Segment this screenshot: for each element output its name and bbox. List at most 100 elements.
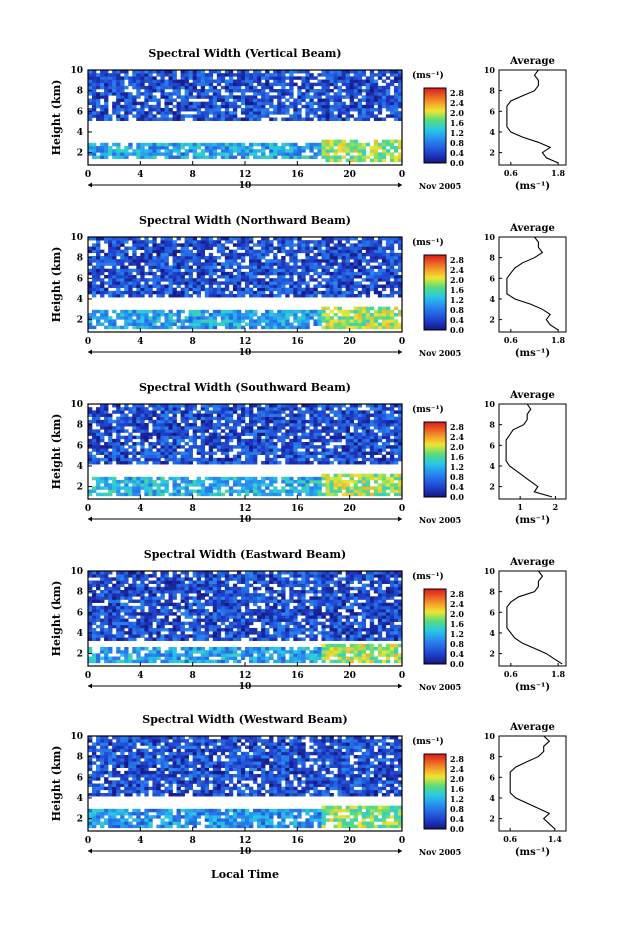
heatmap-cell [224, 313, 230, 317]
heatmap-cell [269, 407, 274, 411]
heatmap-cell [196, 104, 202, 109]
heatmap-cell [232, 419, 238, 424]
heatmap-cell [100, 70, 105, 74]
heatmap-cell [172, 76, 177, 80]
heatmap-cell [92, 445, 97, 449]
heatmap-cell [301, 85, 306, 90]
heatmap-cell [289, 76, 294, 80]
heatmap-cell [313, 95, 318, 99]
heatmap-cell [104, 404, 109, 408]
heatmap-cell [397, 476, 403, 481]
heatmap-cell [389, 240, 395, 244]
heatmap-cell [112, 79, 117, 83]
heatmap-cell [148, 95, 153, 99]
heatmap-cell [232, 82, 238, 87]
heatmap-cell [277, 259, 282, 263]
heatmap-cell [333, 104, 338, 109]
heatmap-cell [216, 442, 222, 446]
heatmap-cell [168, 432, 173, 436]
heatmap-cell [172, 461, 177, 465]
heatmap-cell [188, 70, 193, 74]
heatmap-cell [216, 483, 222, 487]
heatmap-cell [257, 76, 262, 80]
heatmap-cell [116, 246, 121, 250]
heatmap-cell [333, 95, 338, 99]
heatmap-cell [337, 237, 342, 241]
heatmap-cell [341, 146, 346, 150]
heatmap-cell [92, 410, 97, 414]
colorbar-segment [424, 440, 446, 444]
colorbar-segment [424, 300, 446, 303]
heatmap-cell [369, 325, 375, 330]
heatmap-cell [397, 70, 403, 74]
heatmap-cell [345, 461, 350, 465]
heatmap-cell [393, 290, 399, 295]
heatmap-cell [136, 284, 141, 288]
heatmap-cell [265, 101, 270, 106]
heatmap-cell [208, 489, 214, 493]
heatmap-cell [176, 294, 181, 298]
heatmap-cell [116, 281, 121, 285]
heatmap-cell [172, 426, 177, 430]
heatmap-cell [140, 246, 145, 250]
heatmap-cell [245, 79, 250, 83]
heatmap-cell [184, 410, 189, 414]
heatmap-cell [112, 85, 117, 90]
heatmap-cell [369, 287, 375, 292]
heatmap-cell [349, 262, 354, 266]
heatmap-cell [172, 319, 177, 323]
heatmap-cell [112, 419, 117, 424]
heatmap-cell [293, 262, 298, 266]
heatmap-cell [249, 322, 254, 326]
heatmap-cell [184, 155, 189, 159]
heatmap-cell [204, 413, 210, 417]
heatmap-cell [273, 313, 278, 317]
heatmap-cell [104, 92, 109, 96]
heatmap-cell [232, 476, 238, 481]
heatmap-cell [172, 322, 177, 326]
heatmap-cell [104, 117, 109, 121]
heatmap-cell [184, 256, 189, 260]
heatmap-cell [148, 486, 153, 490]
heatmap-cell [285, 413, 290, 417]
heatmap-cell [196, 322, 202, 326]
heatmap-cell [321, 429, 326, 433]
heatmap-cell [257, 82, 262, 87]
heatmap-cell [228, 432, 234, 436]
heatmap-cell [204, 325, 210, 330]
heatmap-cell [112, 240, 117, 244]
heatmap-cell [200, 451, 206, 455]
heatmap-cell [261, 82, 266, 87]
heatmap-cell [357, 92, 363, 96]
colorbar-segment [424, 493, 446, 496]
heatmap-cell [273, 435, 278, 440]
heatmap-cell [172, 416, 177, 421]
heatmap-cell [88, 262, 93, 266]
heatmap-cell [377, 316, 383, 320]
heatmap-cell [277, 108, 282, 112]
heatmap-cell [180, 457, 185, 462]
heatmap-cell [249, 445, 254, 449]
heatmap-cell [289, 454, 294, 459]
heatmap-cell [208, 454, 214, 459]
heatmap-cell [285, 278, 290, 282]
heatmap-cell [353, 423, 359, 427]
heatmap-cell [337, 111, 342, 115]
heatmap-cell [92, 281, 97, 285]
average-x-label: (ms⁻¹) [515, 515, 550, 526]
heatmap-cell [192, 104, 197, 109]
heatmap-cell [172, 117, 177, 121]
colorbar-segment [424, 270, 446, 273]
heatmap-cell [369, 111, 375, 115]
heatmap-cell [289, 142, 294, 147]
heatmap-cell [228, 152, 234, 156]
heatmap-cell [132, 152, 137, 156]
heatmap-cell [349, 294, 354, 298]
heatmap-cell [92, 461, 97, 465]
heatmap-cell [172, 432, 177, 436]
heatmap-cell [176, 309, 181, 314]
heatmap-cell [164, 448, 169, 452]
heatmap-cell [92, 656, 97, 660]
heatmap-cell [172, 448, 177, 452]
heatmap-cell [397, 114, 403, 118]
